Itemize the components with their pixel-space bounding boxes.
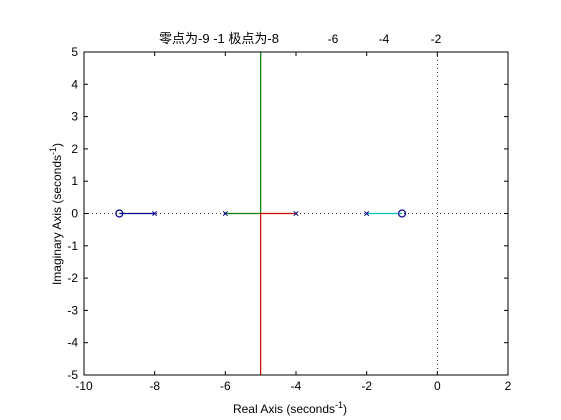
y-tick-label: -3 [67, 303, 78, 317]
pole-marker [293, 210, 299, 217]
pole-marker [364, 210, 370, 217]
y-tick-label: 5 [71, 45, 78, 59]
chart-title: 零点为-9 -1 极点为-8 [159, 31, 279, 46]
title-tick-label: -4 [379, 32, 390, 46]
y-tick-label: -1 [67, 239, 78, 253]
pole-marker [152, 210, 158, 217]
y-tick-label: 3 [71, 110, 78, 124]
x-tick-label: -6 [220, 379, 231, 393]
x-tick-label: -10 [75, 379, 93, 393]
locus-branches [119, 52, 402, 375]
pole-zero-markers [115, 209, 407, 218]
y-tick-label: 1 [71, 174, 78, 188]
x-tick-label: -4 [291, 379, 302, 393]
x-tick-label: -8 [149, 379, 160, 393]
y-tick-label: -4 [67, 336, 78, 350]
x-tick-label: 2 [505, 379, 512, 393]
zero-marker [397, 209, 407, 218]
y-tick-label: 4 [71, 77, 78, 91]
title-tick-label: -2 [431, 32, 442, 46]
zero-marker [115, 209, 124, 218]
title-tick-label: -6 [328, 32, 339, 46]
y-tick-label: -5 [67, 368, 78, 382]
locus-branch-3 [260, 212, 296, 375]
x-axis-label: Real Axis (seconds-1) [233, 400, 347, 416]
y-tick-label: 0 [71, 207, 78, 221]
y-axis-label: Imaginary Axis (seconds-1) [48, 143, 64, 285]
y-tick-label: -2 [67, 271, 78, 285]
x-tick-label: -2 [361, 379, 372, 393]
y-tick-label: 2 [71, 142, 78, 156]
x-tick-label: 0 [434, 379, 441, 393]
pole-marker [222, 210, 228, 217]
